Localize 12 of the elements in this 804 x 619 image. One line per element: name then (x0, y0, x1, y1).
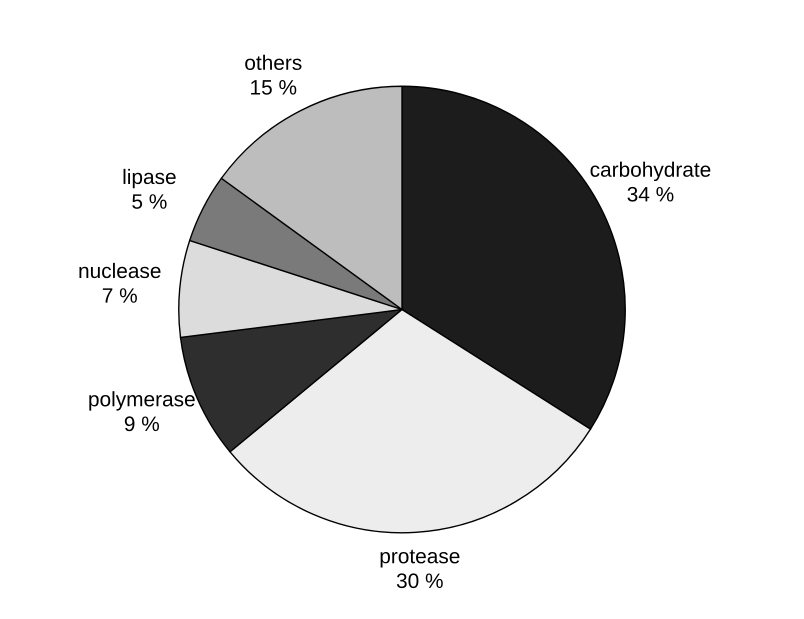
data-label: 15 % (251, 80, 296, 95)
data-label: 7 % (102, 288, 137, 303)
data-label: 34 % (628, 186, 674, 202)
data-label: 9 % (124, 416, 160, 432)
slice-label: others (245, 54, 302, 70)
slice-label: polymerase (89, 391, 195, 411)
slice-label: protease (380, 550, 460, 568)
data-label: 30 % (396, 573, 443, 588)
slice-label: nuclease (79, 262, 161, 278)
slice-label: carbohydrate (590, 162, 710, 182)
data-label: 5 % (132, 194, 167, 209)
slice-label: lipase (124, 168, 176, 188)
